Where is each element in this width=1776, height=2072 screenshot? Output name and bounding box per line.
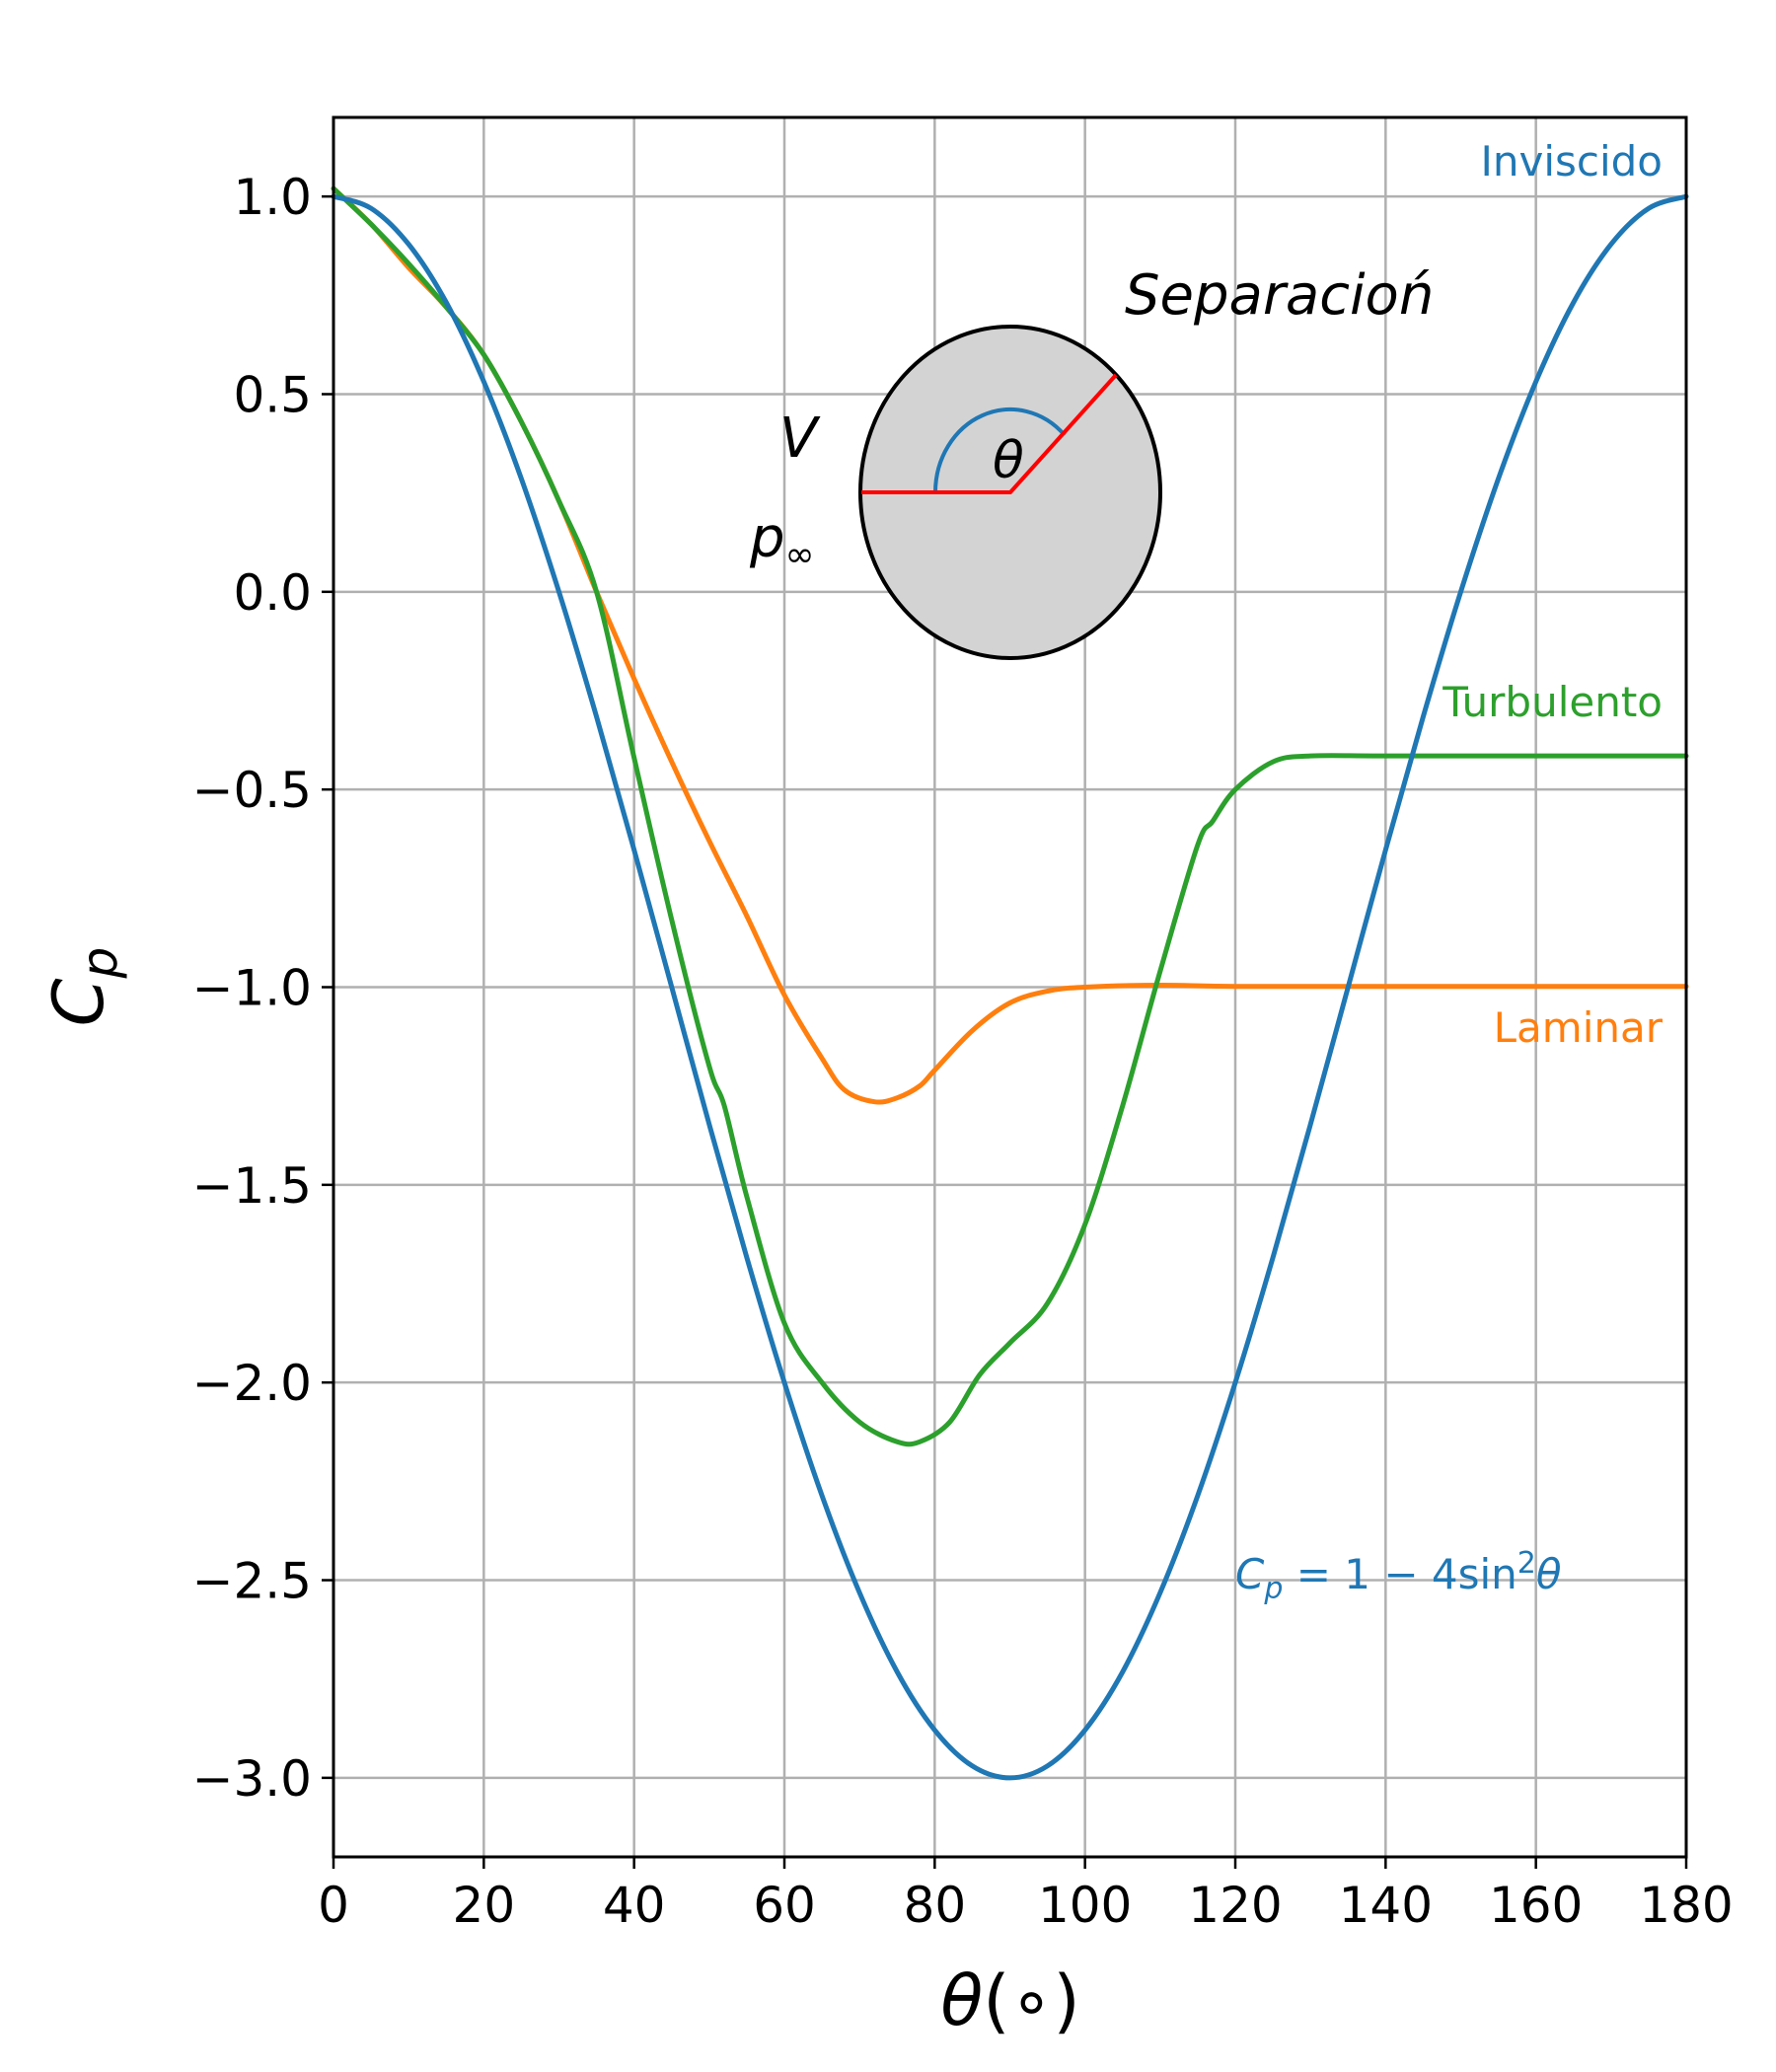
y-tick-label: −2.0 [192,1355,312,1412]
y-tick-label: 0.0 [233,564,312,622]
separacion-label: Separacioń [1125,263,1434,328]
x-tick-label: 160 [1489,1877,1583,1934]
separation-radius-line [861,373,1118,494]
series-label-turbulento: Turbulento [1442,678,1663,726]
velocity-label: V [779,407,821,471]
y-tick-label: −2.5 [192,1553,312,1610]
y-tick-label: −0.5 [192,762,312,819]
formula-c: C [1235,1550,1265,1598]
x-tick-label: 180 [1639,1877,1733,1934]
formula-sq: 2 [1517,1546,1536,1581]
x-axis-unit: (∘) [983,1961,1079,2041]
x-tick-label: 100 [1038,1877,1132,1934]
y-tick-label: −1.5 [192,1157,312,1215]
y-tick-label: −1.0 [192,960,312,1017]
theta-label: θ [993,431,1024,490]
x-tick-label: 40 [603,1877,666,1934]
series-line-turbulento [331,185,1689,1447]
x-tick-label: 120 [1188,1877,1282,1934]
x-tick-label: 140 [1339,1877,1433,1934]
y-axis-c: C [38,978,119,1026]
series-label-inviscido: Inviscido [1480,137,1663,185]
x-tick-label: 60 [753,1877,816,1934]
formula-p: p [1263,1572,1283,1606]
series-line-inviscido [331,193,1689,1781]
y-tick-label: −3.0 [192,1750,312,1808]
formula-theta: θ [1536,1550,1562,1598]
pressure-inf: ∞ [785,535,815,575]
pressure-label: p∞ [749,506,815,575]
pressure-p: p [749,506,785,570]
series-lines [331,185,1689,1781]
formula-annotation: Cp = 1 − 4sin2θ [1235,1546,1562,1606]
formula-mid: = 1 − 4sin [1283,1550,1517,1598]
ticks: 0 20 40 60 80 100 120 140 160 180 1.0 0.5 0.0 −0.5 −1.… [192,169,1734,1934]
series-label-laminar: Laminar [1494,1003,1664,1052]
y-tick-label: 1.0 [233,169,312,226]
x-tick-label: 20 [453,1877,516,1934]
x-tick-label: 80 [904,1877,967,1934]
x-axis-theta: θ [940,1961,983,2041]
y-tick-label: 0.5 [233,366,312,423]
angle-arc [933,407,1067,493]
cylinder-diagram: θ [858,325,1162,660]
y-axis-label: Cp [38,947,128,1027]
x-tick-label: 0 [318,1877,349,1934]
x-axis-label: θ(∘) [940,1961,1079,2041]
y-axis-p: p [71,947,128,980]
